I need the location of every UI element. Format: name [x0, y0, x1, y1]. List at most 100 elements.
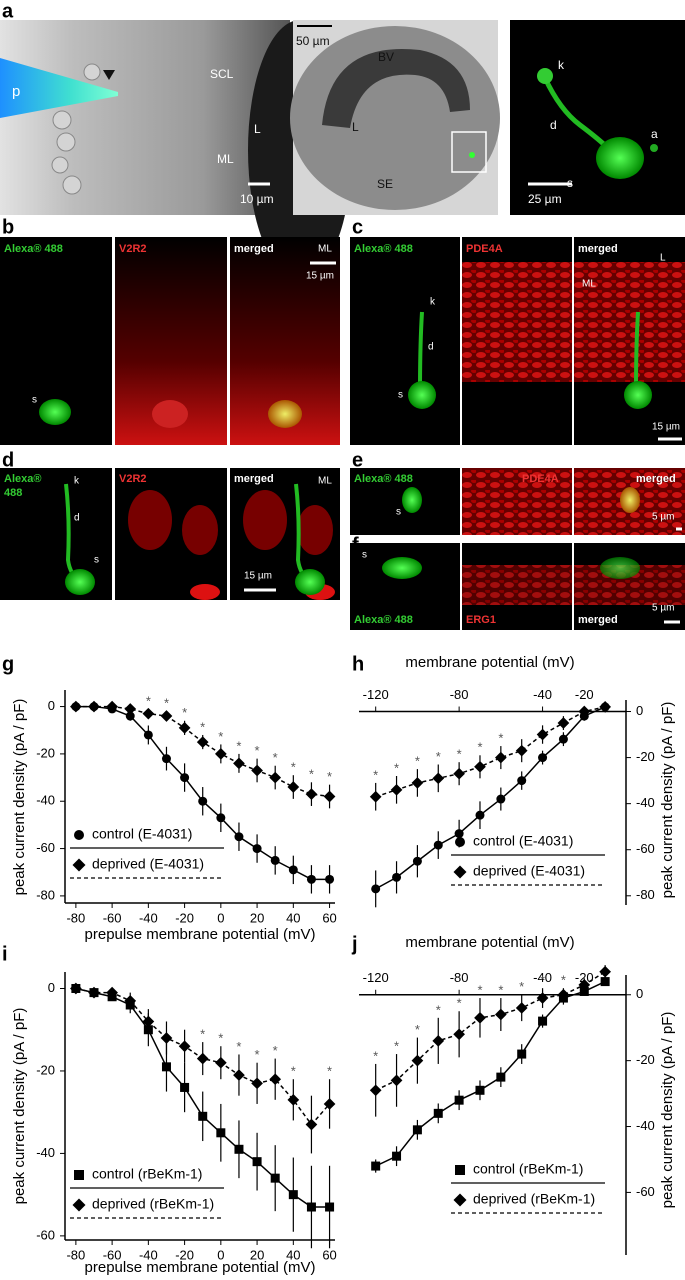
scale-label: 15 µm: [244, 571, 272, 582]
cells: [51, 63, 101, 195]
x-axis-title: membrane potential (mV): [405, 934, 574, 951]
channel-label: Alexa® 488: [354, 614, 413, 626]
marker: [600, 977, 610, 987]
label: p: [12, 83, 20, 100]
scale-label: 5 µm: [652, 603, 674, 614]
marker: [70, 982, 82, 995]
legend-label: control (E-4031): [92, 826, 192, 842]
x-tick-label: -40: [533, 687, 552, 702]
y-tick-label: 0: [48, 698, 55, 713]
stain: [462, 262, 572, 382]
marker: [160, 710, 173, 722]
legend-label: deprived (E-4031): [473, 863, 585, 879]
y-axis-title: peak current density (pA / pF): [659, 1012, 676, 1209]
label: BV: [378, 50, 394, 64]
scale-label: 15 µm: [306, 271, 334, 282]
y-tick-label: -20: [36, 1062, 55, 1077]
soma: [402, 487, 422, 513]
marker: [325, 874, 335, 884]
inset-box: [451, 131, 487, 173]
image: [350, 237, 460, 445]
marker: [180, 773, 190, 783]
marker: [305, 788, 318, 800]
knob: [537, 68, 553, 84]
label: k: [430, 297, 436, 308]
significance-marker: *: [457, 747, 462, 762]
legend-marker: [74, 830, 84, 840]
marker: [411, 777, 424, 789]
y-tick-label: 0: [636, 986, 643, 1001]
label: s: [94, 555, 99, 566]
x-tick-label: 0: [217, 1247, 224, 1262]
y-tick-label: -40: [36, 1145, 55, 1160]
significance-marker: *: [218, 729, 223, 744]
marker: [160, 1032, 173, 1044]
significance-marker: *: [477, 740, 482, 755]
significance-marker: *: [373, 1048, 378, 1063]
marker: [475, 810, 485, 820]
marker: [252, 1157, 262, 1167]
label: ML: [217, 152, 234, 166]
significance-marker: *: [415, 1022, 420, 1037]
panel-label: e: [352, 449, 363, 471]
channel-label: Alexa® 488: [354, 243, 413, 255]
significance-marker: *: [255, 743, 260, 758]
soma: [382, 557, 422, 579]
significance-marker: *: [146, 693, 151, 708]
significance-marker: *: [561, 973, 566, 988]
panel-a: a p SCL L ML 10 µm 50 µm BV L SE k d a s…: [0, 0, 685, 280]
soma: [408, 381, 436, 409]
marker: [233, 1069, 245, 1081]
marker: [306, 1202, 316, 1212]
marker: [536, 992, 549, 1004]
dendrite: [418, 311, 424, 391]
panel-label: b: [2, 216, 14, 238]
x-axis-title: prepulse membrane potential (mV): [85, 926, 316, 943]
channel-label: merged: [578, 614, 618, 626]
channel-label: V2R2: [119, 473, 147, 485]
marker: [214, 748, 227, 760]
marker: [453, 767, 465, 780]
marker: [142, 1015, 155, 1028]
marker: [323, 1098, 336, 1110]
marker: [234, 832, 244, 842]
x-axis-title: membrane potential (mV): [405, 654, 574, 671]
pipette: [0, 58, 118, 118]
label: s: [32, 395, 37, 406]
marker: [369, 790, 382, 803]
significance-marker: *: [291, 1064, 296, 1079]
soma: [39, 399, 71, 425]
label: s: [398, 390, 403, 401]
significance-marker: *: [327, 769, 332, 784]
y-tick-label: -60: [36, 1227, 55, 1242]
marker: [454, 829, 464, 839]
y-tick-label: -40: [636, 795, 655, 810]
legend-marker: [455, 837, 465, 847]
marker: [494, 751, 507, 764]
marker: [557, 988, 570, 1001]
x-axis-title: prepulse membrane potential (mV): [85, 1259, 316, 1276]
x-tick-label: 60: [322, 1247, 336, 1262]
x-tick-label: 0: [217, 910, 224, 925]
label: a: [651, 127, 658, 141]
marker: [269, 771, 282, 784]
marker: [196, 736, 209, 748]
scale-label: 10 µm: [240, 192, 274, 206]
marker: [325, 1202, 335, 1212]
significance-marker: *: [327, 1064, 332, 1079]
significance-marker: *: [291, 760, 296, 775]
marker: [178, 1040, 191, 1053]
marker: [369, 1084, 382, 1097]
x-tick-label: -40: [533, 970, 552, 985]
x-tick-label: 20: [250, 910, 264, 925]
marker: [557, 717, 570, 729]
label: L: [352, 120, 359, 134]
marker: [70, 700, 82, 713]
y-tick-label: -20: [36, 745, 55, 760]
legend-label: deprived (rBeKm-1): [473, 1191, 595, 1207]
y-tick-label: -80: [636, 887, 655, 902]
label: L: [254, 122, 261, 136]
arrowhead: [103, 70, 115, 80]
x-tick-label: 60: [322, 910, 336, 925]
marker: [411, 1054, 424, 1067]
